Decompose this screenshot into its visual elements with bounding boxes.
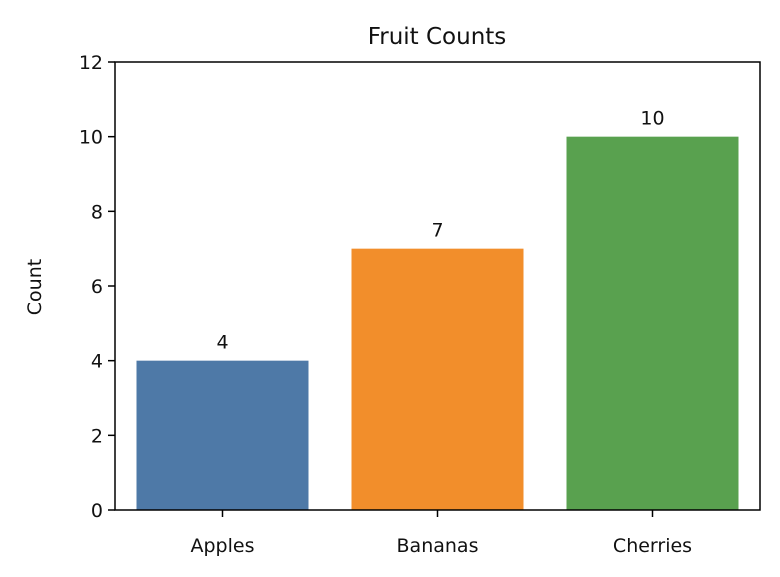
y-tick-label: 4 <box>91 351 103 373</box>
chart-title: Fruit Counts <box>368 24 507 50</box>
bars-layer: 4 7 10 <box>136 108 739 510</box>
x-tick-label-cherries: Cherries <box>613 535 692 557</box>
y-tick-label: 0 <box>91 500 103 522</box>
bar-bananas <box>351 248 524 510</box>
y-tick-label: 12 <box>79 52 103 74</box>
bar-apples <box>136 360 309 510</box>
y-tick-label: 6 <box>91 276 103 298</box>
axes-layer: 0 2 4 6 8 10 12 Apples Bananas Cherries <box>79 52 761 557</box>
data-label-apples: 4 <box>216 332 228 354</box>
y-tick-label: 8 <box>91 201 103 223</box>
data-label-cherries: 10 <box>640 108 664 130</box>
data-label-bananas: 7 <box>431 220 443 242</box>
bar-cherries <box>566 136 739 510</box>
y-axis-label: Count <box>24 259 46 315</box>
x-tick-label-apples: Apples <box>191 535 255 557</box>
x-tick-label-bananas: Bananas <box>397 535 479 557</box>
y-tick-label: 10 <box>79 127 103 149</box>
y-tick-label: 2 <box>91 425 103 447</box>
